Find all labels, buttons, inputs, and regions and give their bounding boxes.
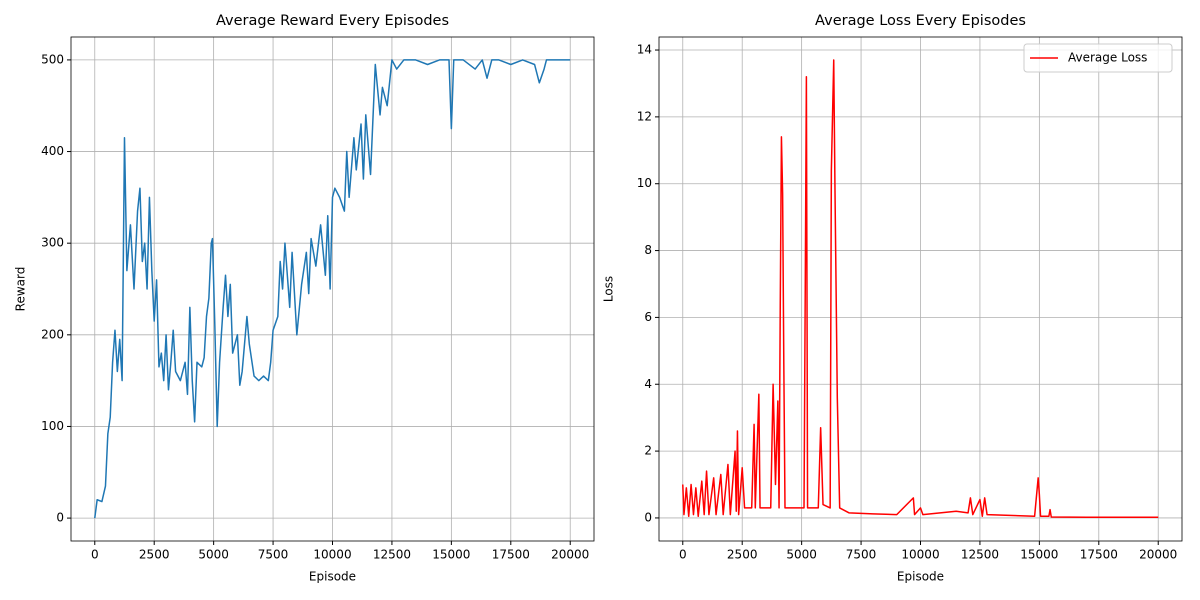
line-series xyxy=(94,59,571,519)
y-tick-label: 8 xyxy=(644,243,652,257)
axes-frame xyxy=(70,36,595,542)
x-tick-label: 10000 xyxy=(313,548,351,562)
x-tick-label: 17500 xyxy=(1080,548,1118,562)
x-tick-label: 12500 xyxy=(373,548,411,562)
y-tick-label: 12 xyxy=(637,109,652,123)
y-tick-label: 2 xyxy=(644,444,652,458)
x-tick-label: 7500 xyxy=(846,548,877,562)
y-tick-label: 0 xyxy=(644,510,652,524)
chart-title: Average Loss Every Episodes xyxy=(815,13,1026,29)
x-tick-label: 20000 xyxy=(551,548,589,562)
x-tick-label: 5000 xyxy=(786,548,817,562)
x-tick-label: 7500 xyxy=(258,548,289,562)
y-tick-label: 100 xyxy=(41,419,64,433)
y-axis-label: Loss xyxy=(602,276,616,302)
x-tick-label: 5000 xyxy=(198,548,229,562)
x-tick-label: 17500 xyxy=(492,548,530,562)
y-tick-label: 4 xyxy=(644,377,652,391)
x-tick-label: 0 xyxy=(679,548,687,562)
x-tick-label: 12500 xyxy=(961,548,999,562)
x-tick-label: 0 xyxy=(91,548,99,562)
y-tick-label: 200 xyxy=(41,327,64,341)
y-tick-label: 14 xyxy=(637,43,652,57)
y-tick-label: 500 xyxy=(41,52,64,66)
y-tick-label: 6 xyxy=(644,310,652,324)
legend-label: Average Loss xyxy=(1068,51,1147,65)
y-tick-label: 400 xyxy=(41,144,64,158)
legend-box xyxy=(1023,43,1173,73)
x-tick-label: 10000 xyxy=(901,548,939,562)
x-tick-label: 2500 xyxy=(727,548,758,562)
x-axis-label: Episode xyxy=(309,570,356,584)
y-tick-label: 300 xyxy=(41,236,64,250)
y-tick-label: 0 xyxy=(56,511,64,525)
y-tick-label: 10 xyxy=(637,176,652,190)
y-axis-label: Reward xyxy=(14,267,28,312)
line-series xyxy=(682,59,1159,519)
chart-title: Average Reward Every Episodes xyxy=(216,13,449,29)
axes-frame xyxy=(658,36,1183,542)
x-tick-label: 20000 xyxy=(1139,548,1177,562)
x-axis-label: Episode xyxy=(897,570,944,584)
x-tick-label: 15000 xyxy=(432,548,470,562)
x-tick-label: 15000 xyxy=(1020,548,1058,562)
x-tick-label: 2500 xyxy=(139,548,170,562)
